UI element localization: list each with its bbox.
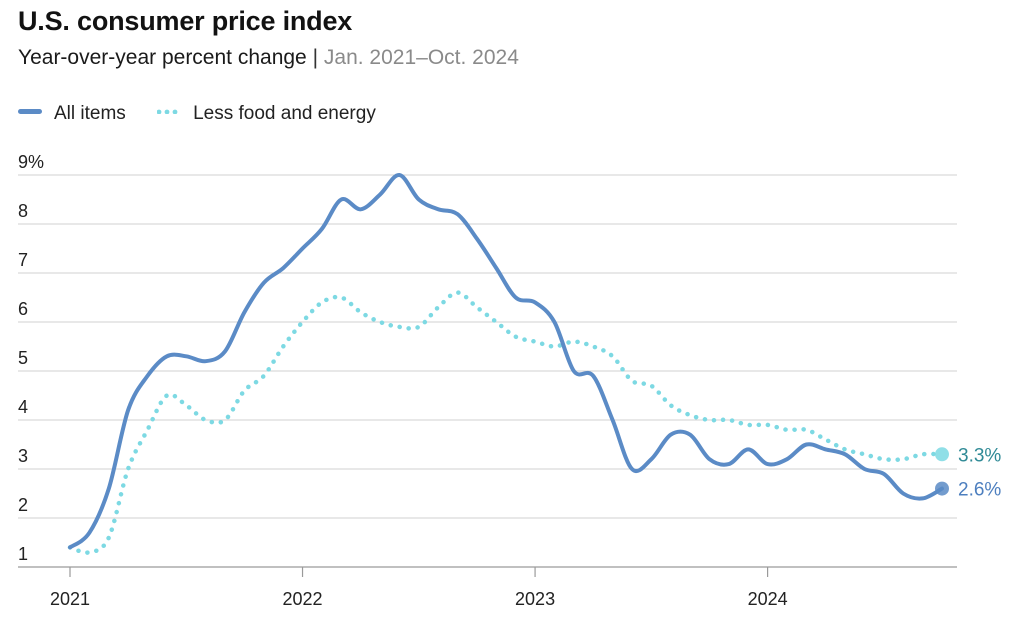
legend-dot	[164, 110, 170, 115]
y-tick-label: 2	[18, 495, 28, 515]
series-line-core	[67, 290, 945, 555]
y-axis-tick-labels: 1 2 3 4 5 6 7 8 9%	[18, 152, 44, 564]
x-axis: 2021 2022 2023 2024	[18, 566, 957, 609]
x-tick-label: 2021	[50, 589, 90, 609]
chart-title: U.S. consumer price index	[18, 6, 353, 36]
chart-gridlines	[18, 174, 957, 519]
end-label-core: 3.3%	[958, 445, 1001, 466]
y-tick-label: 8	[18, 201, 28, 221]
y-tick-label: 5	[18, 348, 28, 368]
chart-series	[67, 173, 945, 555]
legend-label-all-items: All items	[54, 103, 126, 124]
legend-dot	[157, 110, 162, 115]
legend-swatch-solid	[18, 109, 42, 115]
chart-subtitle: Year-over-year percent change | Jan. 202…	[18, 46, 519, 70]
legend-item-core: Less food and energy	[157, 103, 376, 125]
y-tick-label: 1	[18, 544, 28, 564]
legend-swatch-dotted	[157, 110, 178, 115]
end-marker-core	[935, 447, 949, 462]
y-tick-label: 7	[18, 250, 28, 270]
legend-dot	[172, 110, 178, 115]
subtitle-main: Year-over-year percent change	[18, 46, 307, 69]
end-label-all-items: 2.6%	[958, 480, 1001, 501]
end-marker-all-items	[935, 481, 949, 496]
x-tick-label: 2022	[283, 589, 323, 609]
y-tick-label: 9%	[18, 152, 44, 172]
y-tick-label: 4	[18, 397, 28, 417]
series-line-all-items	[68, 173, 944, 550]
legend-label-core: Less food and energy	[193, 103, 376, 124]
subtitle-date-range: Jan. 2021–Oct. 2024	[323, 46, 519, 69]
x-tick-label: 2024	[748, 589, 788, 609]
x-tick-label: 2023	[515, 589, 555, 609]
chart-end-labels: 3.3% 2.6%	[935, 445, 1001, 501]
y-tick-label: 6	[18, 299, 28, 319]
subtitle-separator: |	[312, 46, 319, 69]
legend-item-all-items: All items	[18, 103, 126, 125]
legend: All items Less food and energy	[18, 103, 402, 125]
y-tick-label: 3	[18, 446, 28, 466]
